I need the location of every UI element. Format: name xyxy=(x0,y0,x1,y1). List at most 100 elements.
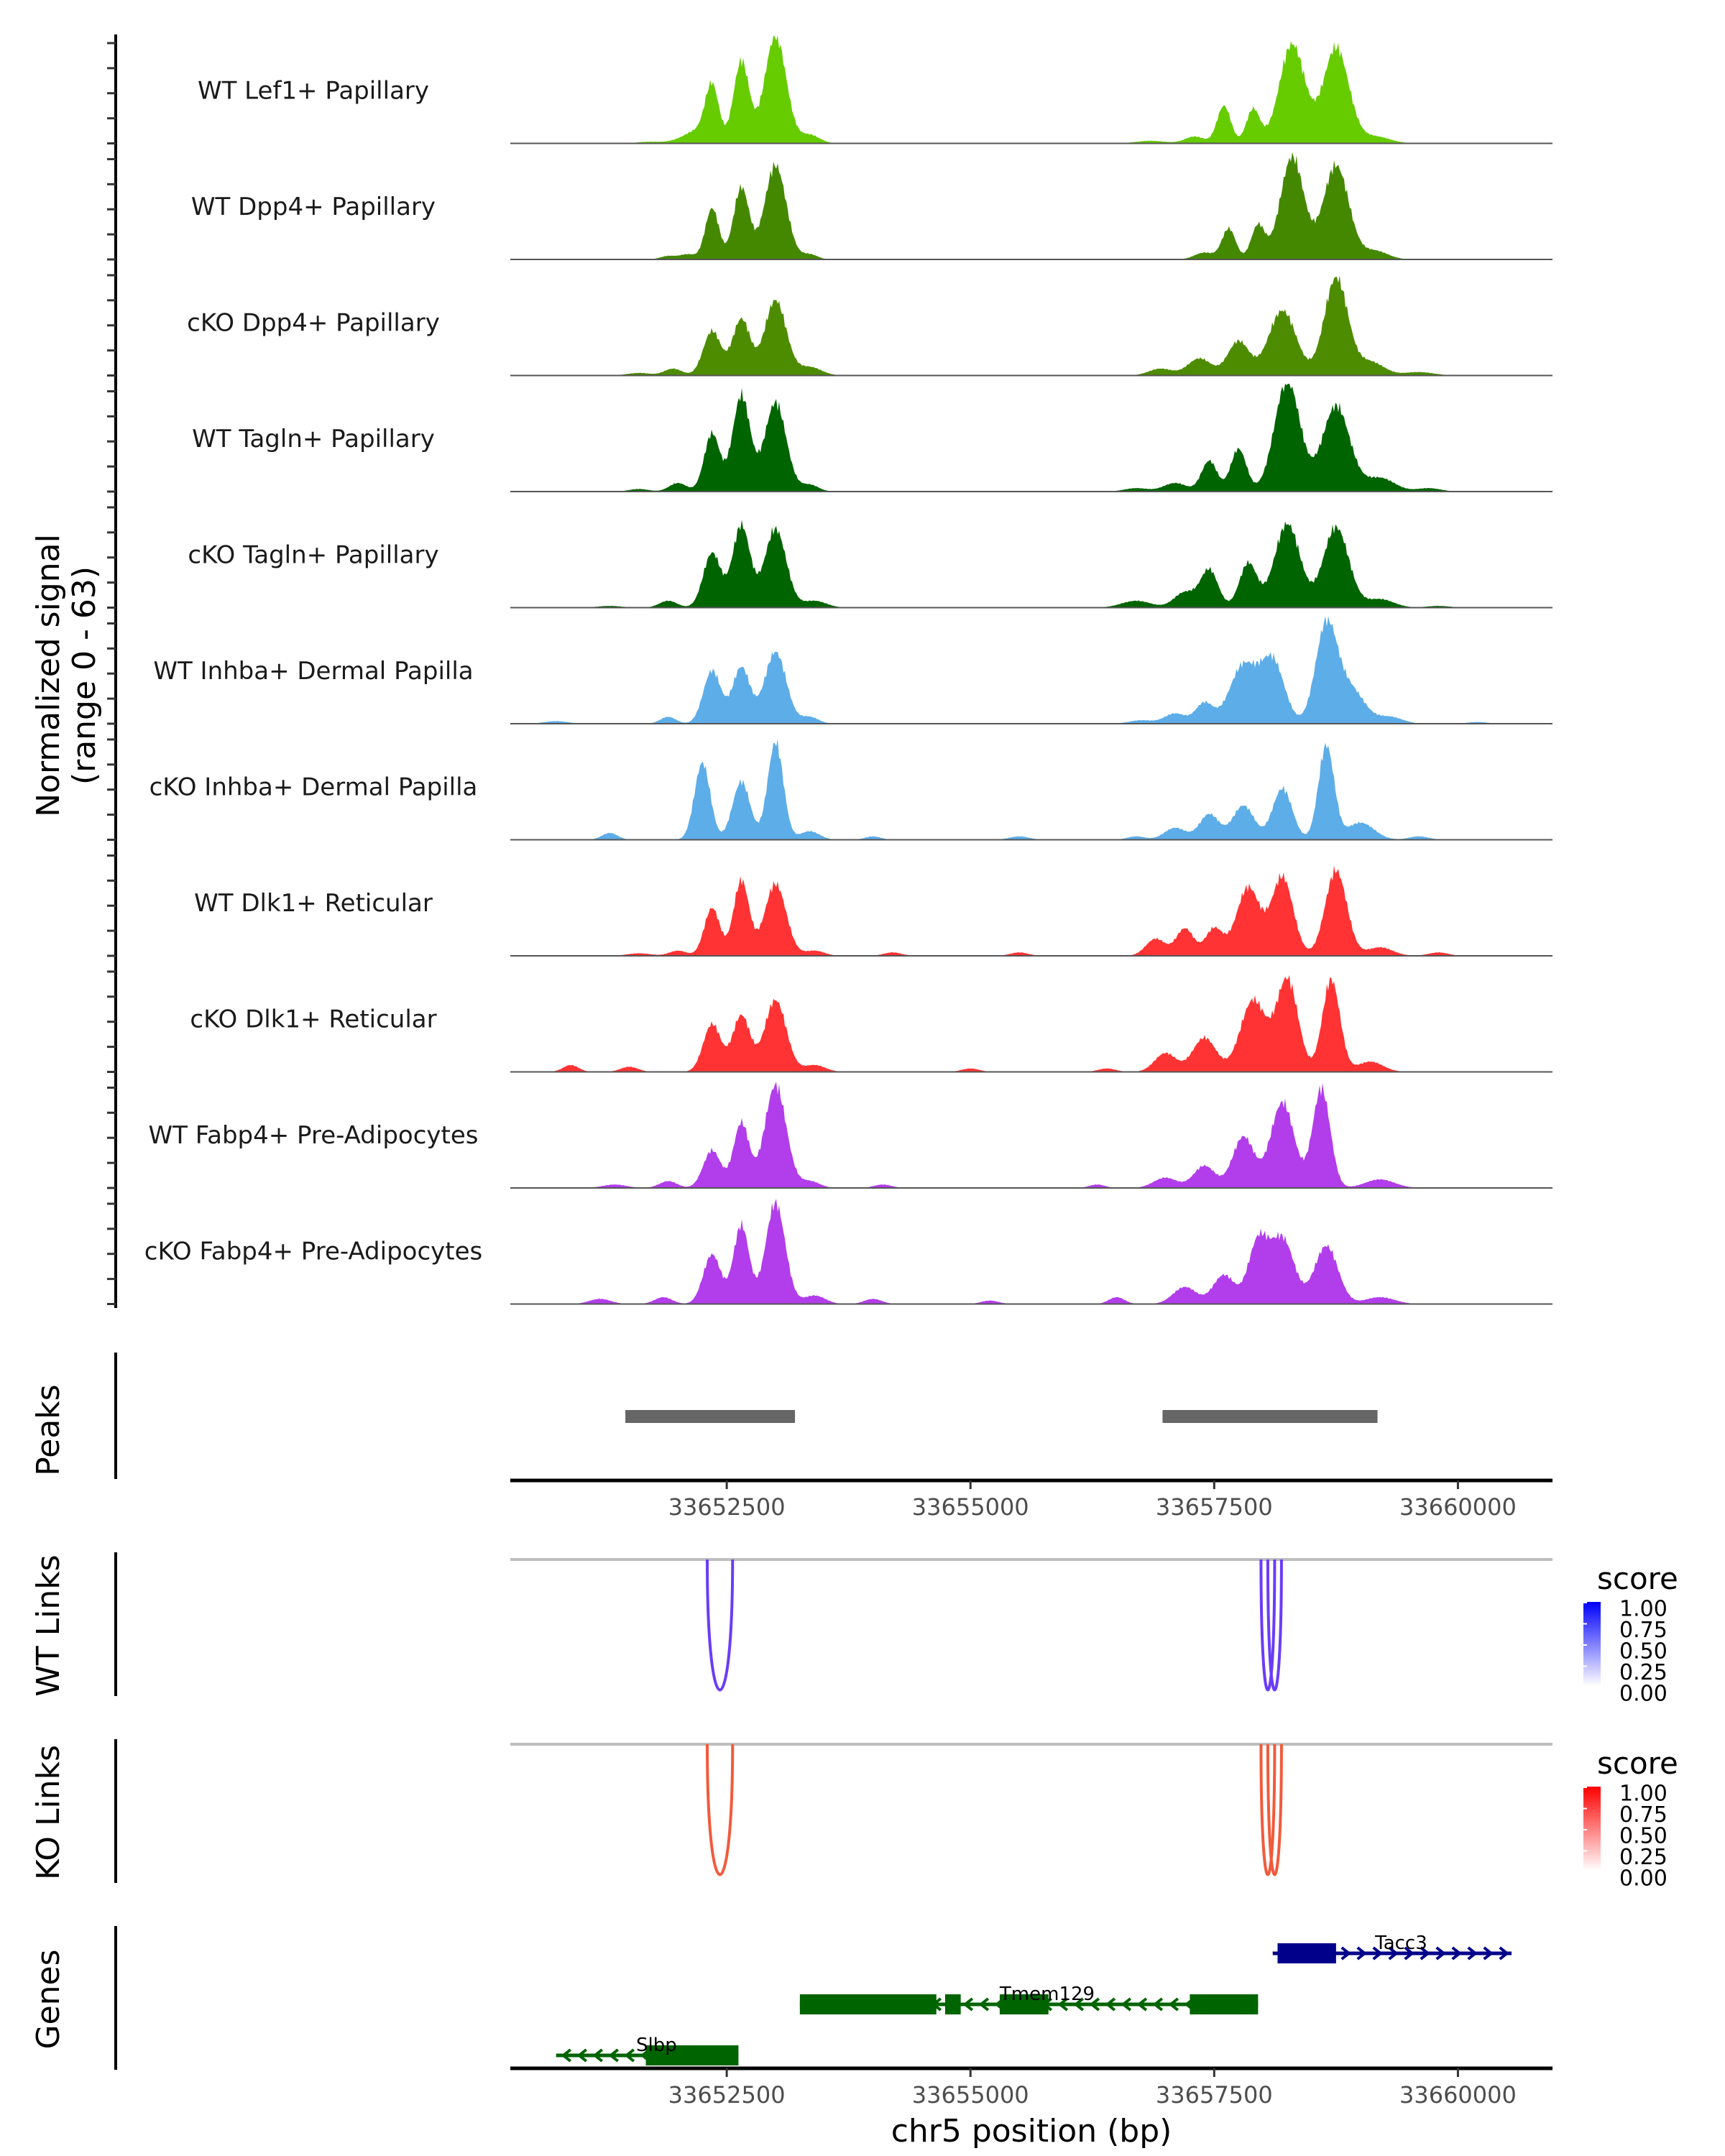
peaks-x-ticks: 33652500 33655000 33657500 33660000 xyxy=(668,1480,1517,1521)
y-axis-title: Normalized signal (range 0 - 63) xyxy=(30,534,103,817)
strand-arrow-icon xyxy=(1451,1946,1462,1961)
link-arc xyxy=(1259,1559,1276,1692)
strand-arrow-icon xyxy=(962,1997,974,2012)
coverage-track-label: WT Tagln+ Papillary xyxy=(192,425,435,453)
legend-colorbar xyxy=(1583,1787,1601,1871)
coverage-track-label: WT Fabp4+ Pre-Adipocytes xyxy=(149,1121,479,1150)
coverage-track: WT Dpp4+ Papillary xyxy=(191,152,1552,260)
strand-arrow-icon xyxy=(624,2048,635,2063)
strand-arrow-icon xyxy=(1372,1946,1383,1961)
strand-arrow-icon xyxy=(1356,1946,1367,1961)
legend-label: 0.25 xyxy=(1619,1660,1668,1685)
coverage-track-label: WT Lef1+ Papillary xyxy=(198,77,429,106)
strand-arrow-icon xyxy=(1420,1946,1430,1961)
gene-exon xyxy=(1277,1943,1336,1963)
coverage-track: WT Fabp4+ Pre-Adipocytes xyxy=(149,1082,1552,1189)
coverage-track: WT Dlk1+ Reticular xyxy=(194,865,1552,957)
coverage-signal-area xyxy=(510,520,1552,608)
link-arc xyxy=(1259,1743,1276,1876)
y-axis-title-line1: Normalized signal xyxy=(30,534,67,817)
coverage-track-label: WT Inhba+ Dermal Papilla xyxy=(153,657,473,686)
coverage-signal-area xyxy=(510,275,1552,376)
peaks-track xyxy=(625,1410,1378,1423)
link-arc xyxy=(705,1743,735,1876)
peaks-track-label: Peaks xyxy=(30,1384,67,1475)
coverage-signal-area xyxy=(510,739,1552,840)
x-axis-title: chr5 position (bp) xyxy=(891,2113,1172,2150)
legend-label: 0.75 xyxy=(1619,1802,1668,1828)
genes-track-label: Genes xyxy=(30,1949,67,2049)
strand-arrow-icon xyxy=(1168,1997,1179,2012)
coverage-track: WT Tagln+ Papillary xyxy=(192,384,1552,492)
gene-label: Tacc3 xyxy=(1374,1932,1427,1954)
legend-label: 0.75 xyxy=(1619,1618,1668,1643)
x-tick-label: 33652500 xyxy=(668,1493,786,1521)
gene-model: Slbp xyxy=(556,2035,739,2065)
genes-track: Tacc3 Tmem129 Slbp xyxy=(556,1932,1512,2065)
coverage-signal-area xyxy=(510,616,1552,724)
strand-arrow-icon xyxy=(576,2048,588,2063)
gene-label: Slbp xyxy=(636,2035,677,2056)
x-tick-label: 33660000 xyxy=(1399,1493,1517,1521)
strand-arrow-icon xyxy=(1435,1946,1446,1961)
gene-exon xyxy=(645,2045,739,2065)
strand-arrow-icon xyxy=(1057,1997,1069,2012)
coverage-track: WT Inhba+ Dermal Papilla xyxy=(153,616,1552,724)
x-tick-label: 33657500 xyxy=(1156,1493,1273,1521)
strand-arrow-icon xyxy=(1152,1997,1164,2012)
peak-region xyxy=(625,1410,796,1423)
gene-exon xyxy=(799,1994,937,2014)
strand-arrow-icon xyxy=(1499,1946,1509,1961)
gene-exon xyxy=(944,1994,961,2014)
coverage-track: cKO Fabp4+ Pre-Adipocytes xyxy=(144,1199,1552,1305)
ko-links-track xyxy=(510,1743,1552,1876)
coverage-track: cKO Dlk1+ Reticular xyxy=(190,975,1552,1073)
strand-arrow-icon xyxy=(561,2048,572,2063)
strand-arrow-icon xyxy=(1340,1946,1351,1961)
x-tick-label: 33660000 xyxy=(1399,2081,1517,2109)
coverage-track-label: cKO Inhba+ Dermal Papilla xyxy=(150,773,478,802)
x-tick-label: 33655000 xyxy=(912,2081,1029,2109)
wt-links-track xyxy=(510,1558,1552,1692)
ko-links-track-label: KO Links xyxy=(30,1745,67,1880)
x-tick-label: 33657500 xyxy=(1156,2081,1273,2109)
x-tick-label: 33655000 xyxy=(912,1493,1029,1521)
gene-model: Tmem129 xyxy=(799,1984,1259,2014)
legend-label: 0.50 xyxy=(1619,1639,1668,1664)
coverage-track-label: cKO Tagln+ Papillary xyxy=(188,541,438,570)
strand-arrow-icon xyxy=(1467,1946,1478,1961)
genes-x-ticks: 33652500 33655000 33657500 33660000 xyxy=(668,2068,1517,2109)
legend-title: score xyxy=(1597,1746,1678,1781)
strand-arrow-icon xyxy=(978,1997,990,2012)
legend-label: 1.00 xyxy=(1619,1597,1668,1622)
strand-arrow-icon xyxy=(592,2048,604,2063)
coverage-track-label: cKO Dlk1+ Reticular xyxy=(190,1005,436,1034)
coverage-signal-area xyxy=(510,152,1552,259)
coverage-track: WT Lef1+ Papillary xyxy=(198,35,1552,144)
legend-title: score xyxy=(1597,1561,1678,1596)
link-arc xyxy=(1266,1743,1283,1876)
coverage-track-label: cKO Dpp4+ Papillary xyxy=(187,309,440,338)
coverage-track-label: WT Dlk1+ Reticular xyxy=(194,889,433,918)
legend-colorbar xyxy=(1583,1602,1601,1686)
link-arc xyxy=(1266,1559,1283,1692)
link-arc xyxy=(705,1559,735,1692)
coverage-y-ticks xyxy=(107,42,116,1305)
coverage-track: cKO Tagln+ Papillary xyxy=(188,520,1552,609)
strand-arrow-icon xyxy=(1089,1997,1100,2012)
gene-exon xyxy=(1190,1994,1259,2014)
strand-arrow-icon xyxy=(1105,1997,1116,2012)
strand-arrow-icon xyxy=(1121,1997,1132,2012)
strand-arrow-icon xyxy=(1404,1946,1414,1961)
gene-model: Tacc3 xyxy=(1272,1932,1512,1963)
legend-label: 1.00 xyxy=(1619,1782,1668,1807)
gene-label: Tmem129 xyxy=(999,1984,1095,2005)
legend-label: 0.00 xyxy=(1619,1866,1668,1892)
gene-exon xyxy=(999,1994,1049,2014)
coverage-signal-area xyxy=(510,1082,1552,1188)
strand-arrow-icon xyxy=(608,2048,620,2063)
legend-label: 0.25 xyxy=(1619,1845,1668,1870)
legend-label: 0.00 xyxy=(1619,1682,1668,1707)
